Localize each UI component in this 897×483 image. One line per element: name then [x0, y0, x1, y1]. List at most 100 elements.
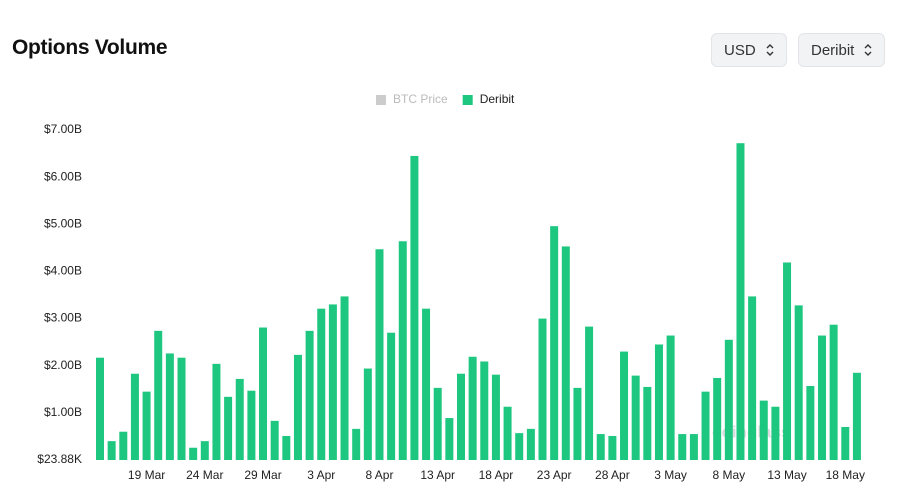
bar	[107, 441, 116, 460]
x-tick-label: 3 Apr	[307, 468, 335, 482]
bar	[165, 353, 174, 460]
bar	[736, 143, 745, 460]
bar	[96, 357, 104, 460]
chevron	[864, 44, 872, 56]
x-tick-label: 23 Apr	[537, 468, 572, 482]
bar	[491, 374, 500, 460]
bar	[375, 249, 384, 460]
bar	[468, 356, 477, 460]
bar	[678, 434, 687, 460]
x-tick-label: 13 May	[767, 468, 806, 482]
y-tick-label: $7.00B	[44, 122, 82, 136]
bar	[130, 373, 139, 460]
bar	[841, 427, 850, 460]
y-tick-label: $6.00B	[44, 169, 82, 183]
bar	[270, 420, 279, 460]
x-tick-label: 24 Mar	[186, 468, 223, 482]
bar	[398, 241, 407, 460]
bar	[259, 327, 268, 460]
x-tick-label: 19 Mar	[128, 468, 165, 482]
y-tick-label: $4.00B	[44, 264, 82, 278]
x-tick-label: 28 Apr	[595, 468, 630, 482]
bar	[608, 435, 617, 460]
bar	[503, 406, 512, 460]
bar	[852, 372, 861, 460]
y-tick-label: $23.88K	[37, 452, 82, 466]
bar	[177, 357, 186, 460]
bar	[293, 354, 302, 460]
bar	[806, 385, 815, 460]
y-tick-label: $1.00B	[44, 405, 82, 419]
x-tick-label: 18 Apr	[479, 468, 514, 482]
bar	[654, 344, 663, 460]
bar	[328, 304, 337, 460]
bar	[538, 318, 547, 460]
bar	[759, 400, 768, 460]
bar	[596, 434, 605, 460]
x-tick-label: 8 Apr	[365, 468, 393, 482]
bar	[154, 330, 163, 460]
y-tick-label: $2.00B	[44, 358, 82, 372]
bar	[701, 391, 710, 460]
bar	[480, 361, 489, 460]
bar	[643, 386, 652, 460]
legend-label[interactable]: BTC Price	[393, 92, 448, 106]
bar	[783, 262, 792, 460]
bar	[724, 339, 733, 460]
bar	[631, 375, 640, 460]
bar	[817, 335, 826, 460]
exchange-label: Deribit	[811, 41, 855, 59]
bar	[433, 387, 442, 460]
bar	[666, 335, 675, 460]
bar	[247, 390, 256, 460]
legend-swatch[interactable]	[376, 95, 386, 105]
bar	[142, 391, 151, 460]
x-tick-label: 29 Mar	[244, 468, 281, 482]
bar	[422, 308, 431, 460]
chevron	[766, 44, 774, 56]
bar	[713, 377, 722, 460]
x-tick-label: 18 May	[826, 468, 865, 482]
bar	[212, 363, 221, 460]
bar	[456, 373, 465, 460]
bar	[200, 441, 209, 460]
bar	[445, 418, 454, 460]
bar	[689, 434, 698, 460]
y-tick-label: $3.00B	[44, 311, 82, 325]
bar	[771, 406, 780, 460]
x-tick-label: 3 May	[654, 468, 687, 482]
currency-label: USD	[724, 41, 756, 59]
bar	[794, 305, 803, 460]
bar	[235, 378, 244, 460]
bar	[561, 246, 570, 460]
bar	[189, 447, 198, 460]
page-title: Options Volume	[12, 36, 168, 59]
bar	[410, 155, 419, 461]
bar	[363, 368, 372, 460]
bar	[829, 324, 838, 460]
bar	[317, 308, 326, 460]
bar	[340, 296, 349, 460]
bar	[573, 387, 582, 460]
legend-label[interactable]: Deribit	[480, 92, 515, 106]
x-tick-label: 8 May	[712, 468, 745, 482]
bar	[119, 431, 128, 460]
exchange-select[interactable]: Deribit	[798, 33, 886, 67]
bar	[387, 332, 396, 460]
bar	[515, 433, 524, 460]
bar	[620, 351, 629, 460]
bar	[224, 396, 233, 460]
bar	[748, 296, 757, 460]
bar	[352, 428, 361, 460]
x-tick-label: 13 Apr	[420, 468, 455, 482]
bar	[526, 428, 535, 460]
bar	[305, 330, 314, 460]
legend-swatch[interactable]	[462, 95, 473, 105]
bar	[282, 435, 291, 460]
bar	[585, 326, 594, 460]
bar	[550, 226, 559, 460]
y-tick-label: $5.00B	[44, 216, 82, 230]
currency-select[interactable]: USD	[711, 33, 787, 67]
